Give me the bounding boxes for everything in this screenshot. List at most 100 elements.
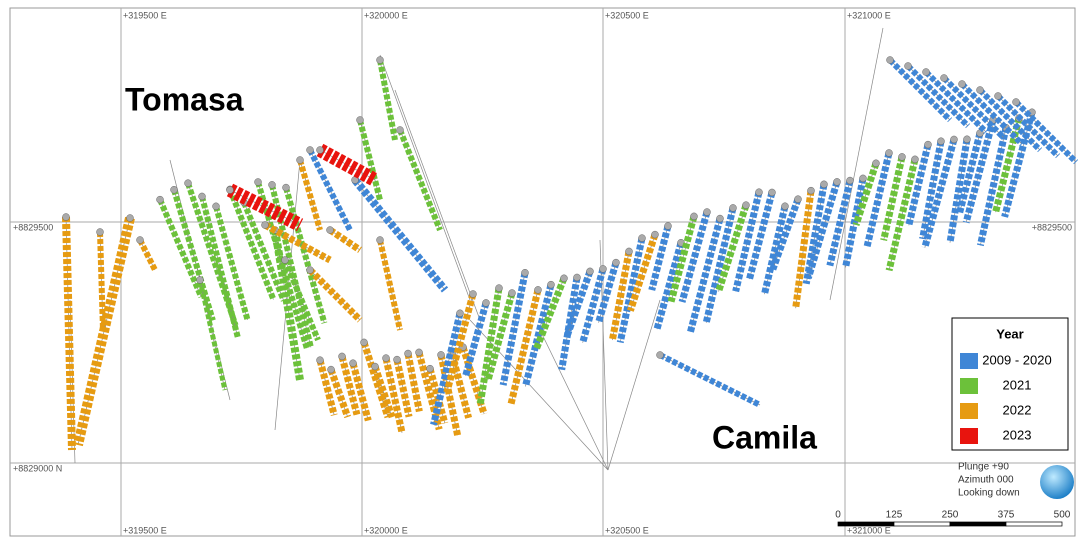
collar (127, 215, 134, 222)
scale-label: 250 (942, 510, 959, 521)
northing-label: +8829000 N (13, 463, 62, 473)
collar (377, 57, 384, 64)
collar (137, 237, 144, 244)
collar (626, 248, 633, 255)
collar (652, 231, 659, 238)
orientation-sphere (1040, 465, 1074, 499)
area-label: Camila (712, 419, 817, 455)
collar (951, 136, 958, 143)
collar (847, 177, 854, 184)
collar (704, 209, 711, 216)
collar (923, 69, 930, 76)
collar (397, 127, 404, 134)
collar (873, 160, 880, 167)
collar (297, 157, 304, 164)
collar (327, 227, 334, 234)
legend: Year 2009 - 2020202120222023 (952, 318, 1068, 450)
collar (350, 360, 357, 367)
view-label: Azimuth 000 (958, 475, 1014, 486)
collar (307, 267, 314, 274)
collar (427, 365, 434, 372)
collar (691, 213, 698, 220)
collar (372, 363, 379, 370)
collar (283, 184, 290, 191)
collar (361, 339, 368, 346)
legend-swatch (960, 428, 978, 444)
collar (887, 57, 894, 64)
legend-swatch (960, 353, 978, 369)
collar (587, 268, 594, 275)
collar (405, 350, 412, 357)
collar (769, 189, 776, 196)
collar (199, 193, 206, 200)
collar (197, 277, 204, 284)
easting-label: +320000 E (364, 525, 408, 535)
collar (457, 310, 464, 317)
collar (483, 299, 490, 306)
scale-segment (950, 522, 1006, 526)
collar (496, 285, 503, 292)
scale-label: 0 (835, 510, 841, 521)
scale-segment (1006, 522, 1062, 526)
collar (756, 189, 763, 196)
collar (416, 349, 423, 356)
collar (959, 81, 966, 88)
collar (227, 187, 234, 194)
collar (808, 187, 815, 194)
easting-label: +319500 E (123, 10, 167, 20)
collar (600, 265, 607, 272)
collar (97, 229, 104, 236)
easting-label: +321000 E (847, 525, 891, 535)
collar (899, 153, 906, 160)
scale-label: 125 (886, 510, 903, 521)
legend-swatch (960, 403, 978, 419)
collar (377, 237, 384, 244)
collar (665, 222, 672, 229)
scale-label: 500 (1054, 510, 1071, 521)
collar (821, 181, 828, 188)
collar (938, 138, 945, 145)
collar (317, 357, 324, 364)
collar (886, 149, 893, 156)
collar (912, 156, 919, 163)
legend-label: 2022 (1003, 402, 1032, 417)
legend-title: Year (996, 326, 1023, 341)
view-label: Plunge +90 (958, 462, 1009, 473)
collar (157, 196, 164, 203)
collar (964, 136, 971, 143)
collar (282, 257, 289, 264)
collar (995, 93, 1002, 100)
collar (394, 356, 401, 363)
collar (730, 204, 737, 211)
collar (941, 75, 948, 82)
collar (925, 141, 932, 148)
scale-segment (894, 522, 950, 526)
map: +319500 E +320000 E +320500 E +321000 E … (0, 0, 1078, 539)
area-label: Tomasa (125, 81, 244, 117)
easting-label: +320000 E (364, 10, 408, 20)
collar (307, 147, 314, 154)
scale-label: 375 (998, 510, 1015, 521)
collar (977, 87, 984, 94)
easting-label: +320500 E (605, 10, 649, 20)
collar (213, 203, 220, 210)
legend-label: 2021 (1003, 377, 1032, 392)
northing-label: +8829500 (1032, 222, 1072, 232)
collar (317, 147, 324, 154)
collar (339, 353, 346, 360)
collar (613, 259, 620, 266)
collar (782, 203, 789, 210)
collar (63, 214, 70, 221)
collar (255, 179, 262, 186)
view-label: Looking down (958, 488, 1020, 499)
collar (383, 355, 390, 362)
collar (470, 290, 477, 297)
collar (522, 269, 529, 276)
collar (561, 275, 568, 282)
collar (357, 117, 364, 124)
collar (743, 202, 750, 209)
collar (171, 186, 178, 193)
collar (1013, 99, 1020, 106)
collar (834, 178, 841, 185)
collar (657, 352, 664, 359)
